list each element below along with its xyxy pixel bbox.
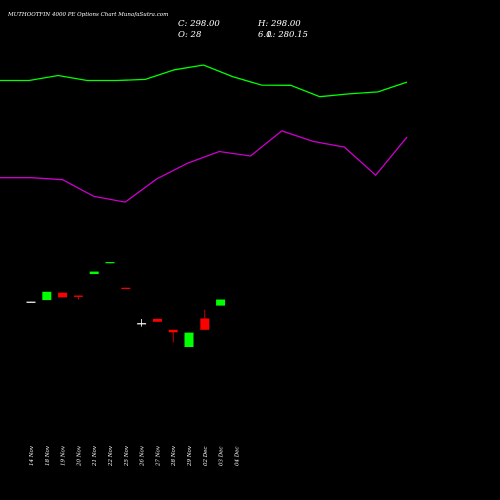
x-tick-label: 14 Nov [29, 445, 35, 466]
candle-body [73, 295, 83, 297]
x-tick-label: 29 Nov [187, 445, 193, 467]
candle-body [58, 292, 68, 298]
candle [184, 332, 194, 347]
candle-body [26, 301, 36, 303]
x-tick-label: 04 Dec [234, 447, 240, 467]
candles-layer [26, 262, 226, 347]
x-axis-ticks: 14 Nov 18 Nov 19 Nov 20 Nov 21 Nov 22 Nov 25 N… [29, 445, 240, 467]
x-tick-label: 28 Nov [171, 445, 177, 467]
candle [137, 319, 147, 327]
lower-band-line [0, 130, 408, 203]
x-tick-label: 22 Nov [108, 445, 114, 467]
x-tick-label: 27 Nov [155, 445, 161, 467]
candle [152, 318, 162, 322]
candle-body [89, 271, 99, 275]
candle [42, 291, 52, 301]
upper-band-line [0, 64, 408, 98]
high-value: H: 298.00 [257, 19, 301, 29]
candle-body [105, 262, 115, 264]
close-value: C: 298.00 [178, 19, 220, 29]
candle [89, 271, 99, 275]
bands-layer [0, 64, 408, 203]
x-tick-label: 18 Nov [45, 445, 51, 466]
candle-body [200, 318, 210, 330]
candle [73, 295, 83, 300]
open-value: O: 28 [178, 30, 202, 40]
candle [216, 299, 226, 306]
x-tick-label: 20 Nov [76, 445, 82, 467]
candle [121, 287, 131, 289]
candle-body [184, 332, 194, 347]
x-tick-label: 25 Nov [124, 445, 130, 467]
candle-body [42, 291, 52, 301]
x-tick-label: 03 Dec [219, 447, 225, 467]
candle-body [152, 318, 162, 322]
x-tick-label: 21 Nov [92, 445, 98, 467]
candle [168, 329, 178, 343]
candle [26, 301, 36, 303]
symbol-title: MUTHOOTFIN 4000 PE Options Chart MunafaS… [7, 12, 168, 18]
x-tick-label: 19 Nov [61, 445, 67, 466]
candle-body [137, 323, 147, 325]
x-tick-label: 26 Nov [140, 445, 146, 467]
x-tick-label: 02 Dec [203, 447, 209, 467]
candle [58, 292, 68, 298]
candle-body [121, 287, 131, 289]
low-value: L: 280.15 [266, 30, 308, 40]
candle-body [168, 329, 178, 333]
candle [200, 309, 210, 330]
candle [105, 262, 115, 264]
low-prefix: 6.0 [258, 30, 272, 40]
candle-body [216, 299, 226, 306]
